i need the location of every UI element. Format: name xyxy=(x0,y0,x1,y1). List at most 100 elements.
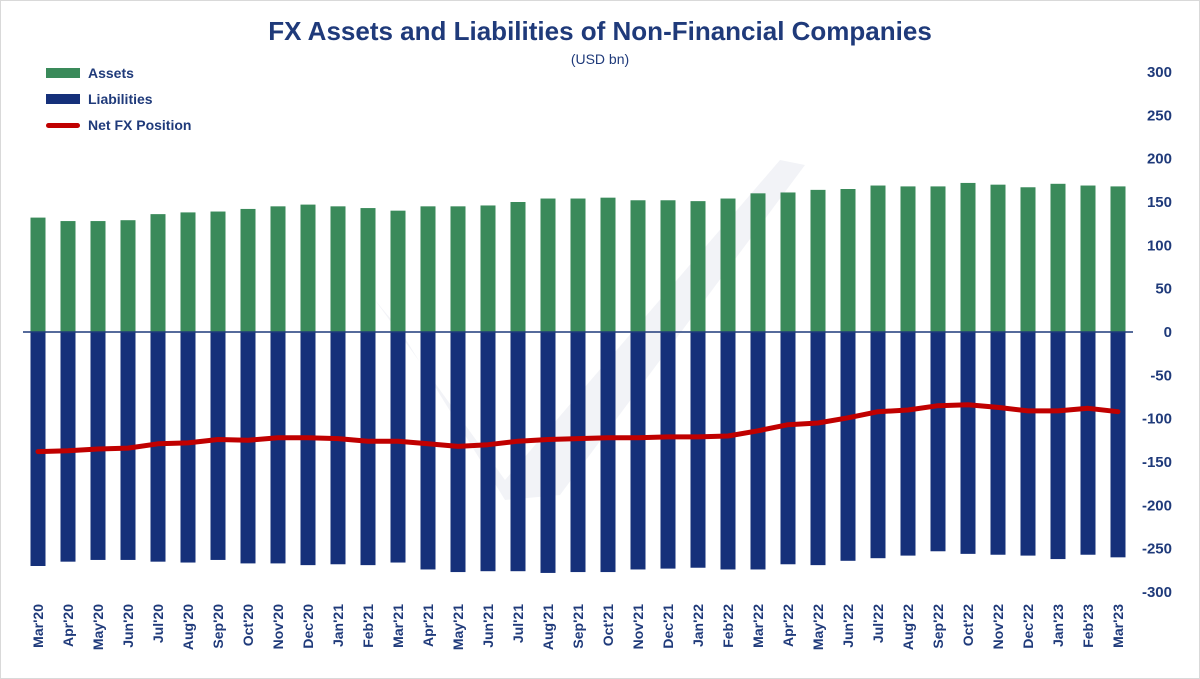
bar-assets-18 xyxy=(570,198,586,332)
y-tick-label-1: 250 xyxy=(1147,107,1172,124)
bar-liabilities-9 xyxy=(300,332,316,566)
x-tick-label-17: Aug'21 xyxy=(540,604,556,650)
x-tick-label-13: Apr'21 xyxy=(420,604,436,647)
x-tick-label-22: Jan'22 xyxy=(690,604,706,647)
bar-assets-25 xyxy=(780,192,796,332)
x-tick-label-34: Jan'23 xyxy=(1050,604,1066,647)
y-tick-label-12: -300 xyxy=(1142,584,1172,601)
x-tick-label-27: Jun'22 xyxy=(840,604,856,648)
bar-liabilities-32 xyxy=(990,332,1006,555)
bar-assets-15 xyxy=(480,205,496,332)
legend-label-liabilities: Liabilities xyxy=(88,91,153,107)
bar-assets-20 xyxy=(630,200,646,332)
bar-assets-4 xyxy=(150,214,166,332)
x-tick-label-15: Jun'21 xyxy=(480,604,496,648)
x-tick-label-32: Nov'22 xyxy=(990,604,1006,650)
x-tick-label-35: Feb'23 xyxy=(1080,604,1096,648)
x-tick-label-31: Oct'22 xyxy=(960,604,976,646)
bar-liabilities-21 xyxy=(660,332,676,569)
y-tick-label-8: -100 xyxy=(1142,411,1172,428)
legend-item-net-fx: Net FX Position xyxy=(46,112,191,138)
bar-assets-34 xyxy=(1050,183,1066,332)
bar-assets-30 xyxy=(930,186,946,332)
x-tick-label-9: Dec'20 xyxy=(300,604,316,649)
bar-assets-9 xyxy=(300,204,316,332)
y-tick-label-5: 50 xyxy=(1155,281,1172,298)
bar-assets-0 xyxy=(30,217,46,332)
bar-assets-21 xyxy=(660,200,676,332)
bar-assets-32 xyxy=(990,184,1006,332)
bar-liabilities-20 xyxy=(630,332,646,570)
bar-liabilities-19 xyxy=(600,332,616,573)
bar-liabilities-1 xyxy=(60,332,76,562)
bar-assets-5 xyxy=(180,212,196,332)
bar-assets-36 xyxy=(1110,186,1126,332)
legend-swatch-net-fx xyxy=(46,122,80,128)
bar-assets-31 xyxy=(960,182,976,332)
bar-assets-11 xyxy=(360,208,376,332)
watermark-logo xyxy=(375,160,805,500)
bar-liabilities-22 xyxy=(690,332,706,568)
x-tick-label-7: Oct'20 xyxy=(240,604,256,646)
bar-assets-10 xyxy=(330,206,346,332)
bar-liabilities-26 xyxy=(810,332,826,566)
bar-assets-7 xyxy=(240,208,256,332)
bar-liabilities-13 xyxy=(420,332,436,570)
bar-liabilities-30 xyxy=(930,332,946,552)
legend-label-assets: Assets xyxy=(88,65,134,81)
legend-swatch-assets xyxy=(46,68,80,78)
bar-assets-19 xyxy=(600,197,616,332)
bar-liabilities-36 xyxy=(1110,332,1126,558)
legend-item-assets: Assets xyxy=(46,60,191,86)
bar-assets-3 xyxy=(120,220,136,332)
bar-liabilities-4 xyxy=(150,332,166,562)
bar-assets-12 xyxy=(390,210,406,332)
x-tick-label-0: Mar'20 xyxy=(30,604,46,648)
bar-liabilities-6 xyxy=(210,332,226,560)
line-net-fx-position xyxy=(35,402,1121,455)
x-tick-label-10: Jan'21 xyxy=(330,604,346,647)
x-tick-label-26: May'22 xyxy=(810,604,826,650)
x-tick-label-36: Mar'23 xyxy=(1110,604,1126,648)
bar-liabilities-25 xyxy=(780,332,796,565)
bar-assets-29 xyxy=(900,186,916,332)
x-tick-label-21: Dec'21 xyxy=(660,604,676,649)
bar-liabilities-0 xyxy=(30,332,46,566)
bar-liabilities-14 xyxy=(450,332,466,573)
bar-liabilities-2 xyxy=(90,332,106,560)
bar-assets-23 xyxy=(720,198,736,332)
x-tick-label-18: Sep'21 xyxy=(570,604,586,649)
x-tick-label-11: Feb'21 xyxy=(360,604,376,648)
bar-assets-33 xyxy=(1020,187,1036,332)
bar-liabilities-35 xyxy=(1080,332,1096,555)
bar-liabilities-11 xyxy=(360,332,376,566)
bar-liabilities-15 xyxy=(480,332,496,572)
bar-liabilities-8 xyxy=(270,332,286,564)
bar-assets-26 xyxy=(810,189,826,332)
bar-assets-8 xyxy=(270,206,286,332)
x-tick-label-12: Mar'21 xyxy=(390,604,406,648)
bar-liabilities-28 xyxy=(870,332,886,559)
bar-assets-13 xyxy=(420,206,436,332)
bar-assets-16 xyxy=(510,202,526,332)
y-tick-label-6: 0 xyxy=(1164,324,1172,341)
x-tick-label-2: May'20 xyxy=(90,604,106,650)
x-tick-label-5: Aug'20 xyxy=(180,604,196,650)
y-tick-label-2: 200 xyxy=(1147,151,1172,168)
x-tick-label-33: Dec'22 xyxy=(1020,604,1036,649)
x-tick-label-1: Apr'20 xyxy=(60,604,76,647)
bar-assets-35 xyxy=(1080,185,1096,332)
y-tick-label-9: -150 xyxy=(1142,454,1172,471)
bar-liabilities-7 xyxy=(240,332,256,564)
x-tick-label-29: Aug'22 xyxy=(900,604,916,650)
legend-swatch-liabilities xyxy=(46,94,80,104)
bar-assets-22 xyxy=(690,201,706,332)
bar-liabilities-17 xyxy=(540,332,556,573)
x-tick-label-4: Jul'20 xyxy=(150,604,166,643)
x-tick-label-16: Jul'21 xyxy=(510,604,526,643)
bar-liabilities-29 xyxy=(900,332,916,556)
bar-liabilities-10 xyxy=(330,332,346,565)
bar-assets-24 xyxy=(750,193,766,332)
y-tick-label-4: 100 xyxy=(1147,237,1172,254)
